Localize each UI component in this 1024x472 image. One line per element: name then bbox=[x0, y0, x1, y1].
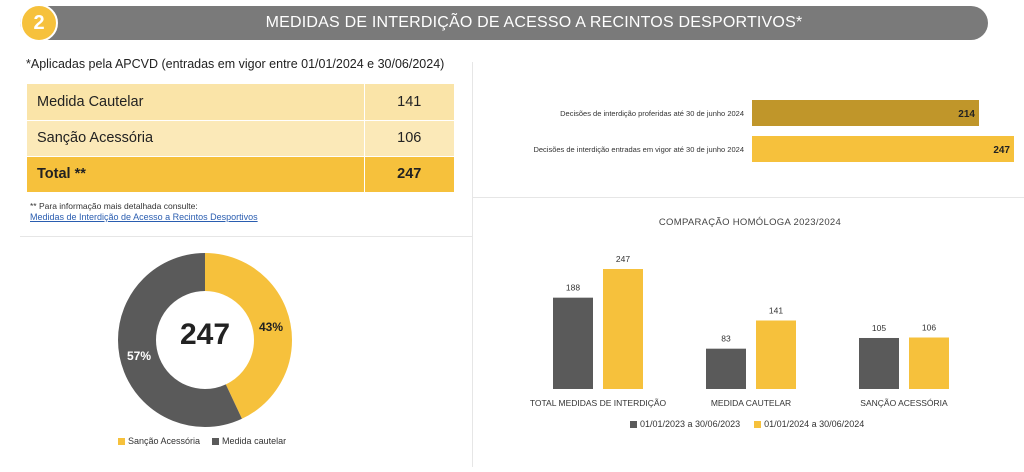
table-row: Sanção Acessória 106 bbox=[27, 120, 454, 157]
row-label: Total ** bbox=[27, 156, 364, 192]
row-label: Medida Cautelar bbox=[27, 84, 364, 121]
hbar-category-label: Decisões de interdição entradas em vigor… bbox=[533, 145, 744, 154]
row-label: Sanção Acessória bbox=[27, 120, 364, 157]
comparison-bar bbox=[909, 337, 949, 389]
comparison-bar bbox=[603, 269, 643, 389]
hbar-value-label: 247 bbox=[993, 145, 1010, 156]
comparison-value-label: 83 bbox=[721, 334, 731, 344]
summary-table: Medida Cautelar 141 Sanção Acessória 106… bbox=[27, 84, 454, 192]
section-number-badge: 2 bbox=[20, 4, 58, 42]
details-link[interactable]: Medidas de Interdição de Acesso a Recint… bbox=[30, 212, 258, 222]
donut-legend: Sanção Acessória Medida cautelar bbox=[118, 436, 286, 446]
legend-swatch-gray bbox=[212, 437, 220, 445]
comparison-bar bbox=[859, 337, 899, 389]
legend-label: Medida cautelar bbox=[222, 436, 287, 446]
comparison-chart-title: COMPARAÇÃO HOMÓLOGA 2023/2024 bbox=[658, 217, 842, 228]
legend-swatch-yellow bbox=[754, 420, 762, 428]
footnote: ** Para informação mais detalhada consul… bbox=[30, 201, 198, 211]
comparison-category-label: TOTAL MEDIDAS DE INTERDIÇÃO bbox=[530, 398, 667, 408]
hbar bbox=[752, 136, 1014, 162]
row-value: 247 bbox=[363, 156, 454, 192]
comparison-value-label: 188 bbox=[566, 283, 580, 293]
page-title: MEDIDAS DE INTERDIÇÃO DE ACESSO A RECINT… bbox=[265, 14, 803, 31]
legend-item: 01/01/2023 a 30/06/2023 bbox=[630, 419, 740, 429]
comparison-bar bbox=[553, 297, 593, 389]
slice-label-sancao: 43% bbox=[259, 320, 284, 334]
comparison-bar bbox=[706, 348, 746, 389]
divider bbox=[20, 236, 472, 237]
divider bbox=[472, 62, 473, 467]
row-value: 106 bbox=[363, 120, 454, 157]
decisions-bar-chart: Decisões de interdição proferidas até 30… bbox=[533, 100, 1014, 162]
comparison-value-label: 105 bbox=[872, 323, 886, 333]
comparison-bar bbox=[756, 320, 796, 389]
comparison-value-label: 106 bbox=[922, 323, 936, 333]
legend-item: Sanção Acessória bbox=[118, 436, 200, 446]
legend-label: 01/01/2023 a 30/06/2023 bbox=[640, 419, 741, 429]
legend-item: Medida cautelar bbox=[212, 436, 286, 446]
slice-label-medida: 57% bbox=[127, 349, 152, 363]
table-row: Medida Cautelar 141 bbox=[27, 84, 454, 121]
hbar bbox=[752, 100, 979, 126]
comparison-bar-chart: 188 247 TOTAL MEDIDAS DE INTERDIÇÃO 83 141 ME… bbox=[530, 254, 949, 408]
comparison-legend: 01/01/2023 a 30/06/2023 01/01/2024 a 30/… bbox=[630, 419, 864, 429]
legend-label: Sanção Acessória bbox=[128, 436, 201, 446]
legend-swatch-gray bbox=[630, 420, 637, 428]
donut-chart bbox=[118, 253, 292, 427]
legend-swatch-yellow bbox=[118, 437, 125, 445]
comparison-value-label: 141 bbox=[769, 305, 783, 315]
hbar-value-label: 214 bbox=[958, 109, 975, 120]
comparison-category-label: SANÇÃO ACESSÓRIA bbox=[860, 398, 948, 408]
legend-label: 01/01/2024 a 30/06/2024 bbox=[764, 419, 865, 429]
donut-center-total: 247 bbox=[179, 318, 231, 351]
row-value: 141 bbox=[363, 84, 454, 121]
header-bar: MEDIDAS DE INTERDIÇÃO DE ACESSO A RECINT… bbox=[20, 6, 988, 40]
comparison-value-label: 247 bbox=[616, 254, 630, 264]
divider bbox=[473, 197, 1024, 198]
hbar-category-label: Decisões de interdição proferidas até 30… bbox=[560, 109, 744, 118]
comparison-category-label: MEDIDA CAUTELAR bbox=[711, 398, 791, 408]
donut-slice bbox=[118, 253, 292, 427]
legend-item: 01/01/2024 a 30/06/2024 bbox=[754, 419, 864, 429]
subtitle: *Aplicadas pela APCVD (entradas em vigor… bbox=[26, 57, 445, 71]
table-row-total: Total ** 247 bbox=[27, 156, 454, 192]
